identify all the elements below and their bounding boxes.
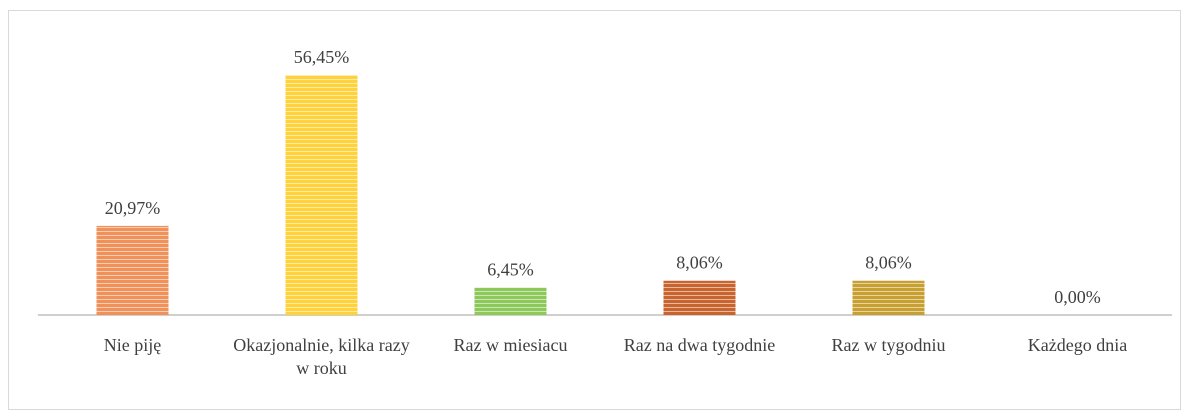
x-tick-label: Okazjonalnie, kilka razy w roku <box>233 335 410 378</box>
page: 20,97% 56,45% 6,45% 8,06% 8,06% 0,00% Nie pij… <box>8 10 1181 410</box>
bar <box>852 280 925 315</box>
x-tick-label: Każdego dnia <box>1027 335 1128 355</box>
bar <box>663 280 736 315</box>
x-tick-label: Raz w miesiacu <box>453 335 568 355</box>
x-tick-label: Nie piję <box>103 335 162 355</box>
value-label: 8,06% <box>676 253 723 273</box>
value-label: 6,45% <box>487 260 534 280</box>
value-label: 8,06% <box>865 253 912 273</box>
chart: 20,97% 56,45% 6,45% 8,06% 8,06% 0,00% <box>38 47 1172 316</box>
bar <box>96 225 169 315</box>
value-label: 0,00% <box>1054 287 1101 307</box>
bar <box>474 287 547 315</box>
x-tick-label: Raz w tygodniu <box>831 335 946 355</box>
value-label: 20,97% <box>105 198 161 218</box>
value-label: 56,45% <box>294 47 350 67</box>
x-tick-label: Raz na dwa tygodnie <box>623 335 776 355</box>
bar <box>285 75 358 316</box>
